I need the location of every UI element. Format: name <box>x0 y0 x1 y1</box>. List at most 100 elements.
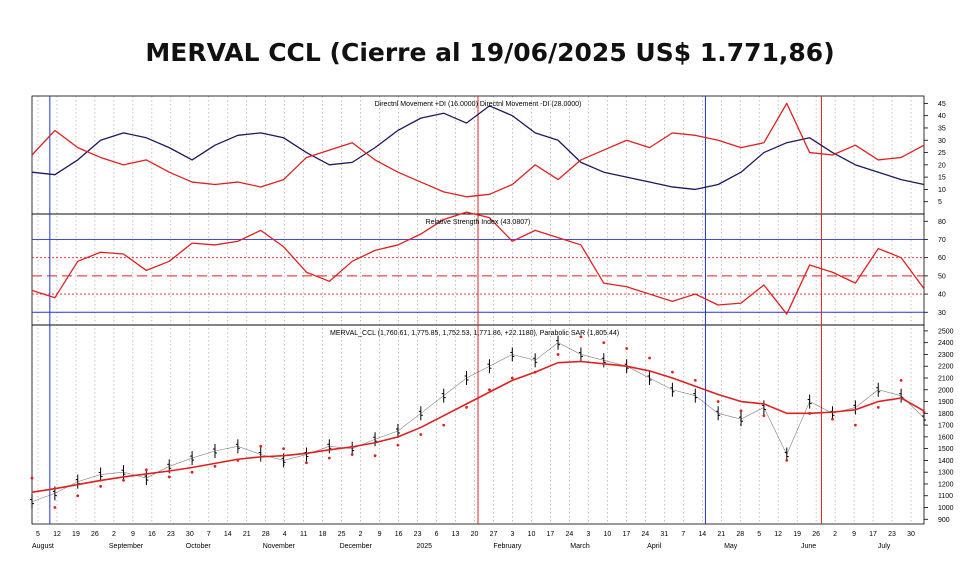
x-tick-label: 5 <box>36 531 40 538</box>
x-tick-label: 2 <box>359 531 363 538</box>
y-tick-label: 2500 <box>938 328 954 335</box>
x-tick-label: 28 <box>736 531 744 538</box>
y-tick-label: 1200 <box>938 481 954 488</box>
sar-point <box>167 475 171 479</box>
sar-point <box>213 464 217 468</box>
x-tick-label: 11 <box>300 531 307 538</box>
x-tick-label: 23 <box>414 531 422 538</box>
y-tick-label: 70 <box>938 237 946 244</box>
x-tick-label: 24 <box>566 531 574 538</box>
y-tick-label: 40 <box>938 292 946 299</box>
y-tick-label: 1300 <box>938 470 954 477</box>
reference-lines <box>32 96 924 524</box>
y-tick-label: 1700 <box>938 423 954 430</box>
series-line--di <box>31 105 925 191</box>
x-tick-label: 7 <box>207 531 211 538</box>
y-tick-label: 2000 <box>938 387 954 394</box>
sar-point <box>808 411 812 415</box>
x-tick-label: 17 <box>622 531 630 538</box>
y-tick-label: 45 <box>938 101 946 108</box>
sar-point <box>373 454 377 458</box>
x-tick-label: 26 <box>812 531 820 538</box>
y-tick-label: 5 <box>938 199 942 206</box>
grid <box>37 96 912 524</box>
sar-point <box>488 388 491 392</box>
x-tick-label: 21 <box>717 531 725 538</box>
y-tick-label: 15 <box>938 175 946 182</box>
y-tick-label: 2100 <box>938 375 954 382</box>
sar-point <box>53 506 57 509</box>
sar-point <box>442 423 446 427</box>
sar-point <box>625 347 629 350</box>
sar-point <box>190 470 194 474</box>
x-month-label: June <box>801 543 816 550</box>
sar-point <box>785 459 789 462</box>
x-month-label: March <box>570 543 590 550</box>
sar-point <box>853 423 857 427</box>
x-tick-label: 13 <box>452 531 460 538</box>
x-tick-label: 30 <box>907 531 915 538</box>
x-tick-label: 2 <box>112 531 116 538</box>
x-tick-label: 24 <box>641 531 649 538</box>
sar-point <box>671 370 674 374</box>
x-month-label: December <box>340 543 373 550</box>
panel-titles: Directnl Movement +DI (16.0000) Directnl… <box>330 101 619 337</box>
x-tick-label: 6 <box>435 531 439 538</box>
x-month-label: 2025 <box>416 543 432 550</box>
x-tick-label: 25 <box>338 531 346 538</box>
y-tick-label: 10 <box>938 187 946 194</box>
sar-point <box>831 417 834 421</box>
sar-point <box>510 376 514 380</box>
y-tick-label: 2200 <box>938 364 954 371</box>
price-series-line <box>31 342 925 502</box>
y-tick-label: 1500 <box>938 446 954 453</box>
x-tick-label: 20 <box>471 531 479 538</box>
axis-layer: 5 12 19 26 2 9 16 23 30 7 14 21 28 4 11 18 25 2 9 16 23 6 13 20… <box>32 101 954 550</box>
x-tick-label: 18 <box>319 531 327 538</box>
y-tick-label: 25 <box>938 150 946 157</box>
x-tick-label: 23 <box>888 531 896 538</box>
x-tick-label: 5 <box>757 531 761 538</box>
y-tick-label: 80 <box>938 219 946 226</box>
x-tick-label: 9 <box>852 531 856 538</box>
x-tick-label: 23 <box>167 531 175 538</box>
series-layer <box>30 102 926 509</box>
x-tick-label: 27 <box>490 531 498 538</box>
sar-point <box>144 468 148 472</box>
sar-point <box>305 461 308 465</box>
sar-point <box>76 494 80 498</box>
price-panel-title: MERVAL_CCL (1,760.61, 1,775.85, 1,752.53… <box>330 330 619 337</box>
x-month-label: September <box>109 543 144 550</box>
sar-point <box>30 476 34 480</box>
sar-point <box>350 453 354 456</box>
sar-point <box>922 410 926 414</box>
sar-point <box>579 335 583 339</box>
y-tick-label: 1400 <box>938 458 954 465</box>
x-month-label: May <box>724 543 738 550</box>
sar-point <box>465 406 468 409</box>
sar-point <box>899 378 903 382</box>
x-tick-label: 12 <box>774 531 782 538</box>
sar-point <box>739 409 743 413</box>
y-tick-label: 1600 <box>938 434 954 441</box>
sar-point <box>259 444 263 448</box>
x-tick-label: 16 <box>395 531 403 538</box>
y-tick-label: 60 <box>938 255 946 262</box>
x-tick-label: 30 <box>186 531 194 538</box>
x-tick-label: 26 <box>91 531 99 538</box>
x-month-label: July <box>878 543 891 550</box>
series-line-rsi <box>31 211 925 315</box>
sar-point <box>282 447 285 451</box>
rsi-panel-title: Relative Strength Index (43.0807) <box>426 219 531 226</box>
sar-point <box>122 479 125 482</box>
x-tick-label: 3 <box>511 531 515 538</box>
x-month-label: April <box>647 543 661 550</box>
x-tick-label: 21 <box>243 531 251 538</box>
sar-point <box>602 341 606 345</box>
x-tick-label: 14 <box>224 531 232 538</box>
chart-title: MERVAL CCL (Cierre al 19/06/2025 US$ 1.7… <box>145 38 835 67</box>
x-tick-label: 17 <box>869 531 877 538</box>
y-tick-label: 50 <box>938 273 946 280</box>
x-tick-label: 9 <box>131 531 135 538</box>
